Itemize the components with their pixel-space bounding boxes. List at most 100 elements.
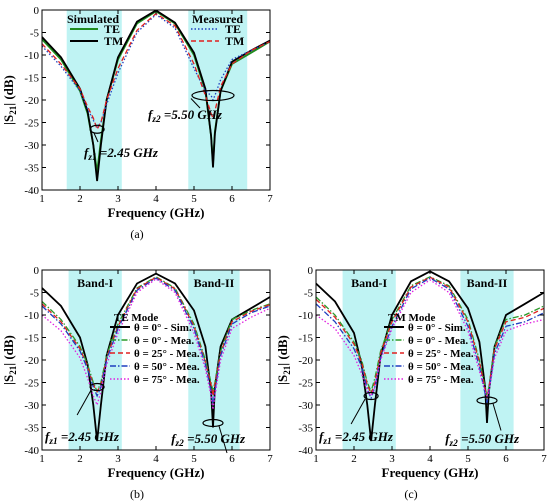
- y-tick-label: 0: [34, 265, 40, 277]
- notch-ellipse-2: [202, 418, 224, 428]
- legend-label-4: θ = 50° - Mea.: [134, 361, 200, 373]
- y-tick-label: -40: [24, 185, 39, 197]
- legend-label-1: θ = 0° - Sim.: [134, 322, 192, 334]
- notch-ellipse-1: [89, 124, 105, 134]
- x-tick-label: 7: [267, 453, 273, 465]
- y-tick-label: -30: [24, 400, 39, 412]
- y-tick-label: -40: [24, 445, 39, 457]
- notch-ellipse-1: [89, 382, 105, 392]
- annotation-fz2: fz2 =5.50 GHz: [148, 107, 223, 125]
- caption-b: (b): [130, 487, 144, 501]
- y-tick-label: -5: [304, 288, 314, 300]
- y-axis-label: |S21| (dB): [1, 75, 18, 125]
- y-tick-label: -10: [298, 310, 313, 322]
- leader-arrow-2: [218, 425, 228, 454]
- y-axis-label: |S21| (dB): [1, 335, 18, 385]
- x-tick-label: 4: [153, 193, 159, 205]
- y-tick-label: -35: [298, 423, 313, 435]
- x-tick-label: 6: [229, 193, 235, 205]
- x-tick-label: 5: [191, 193, 197, 205]
- x-tick-label: 2: [77, 453, 83, 465]
- x-tick-label: 1: [313, 453, 319, 465]
- legend-label-3: TE: [225, 22, 241, 36]
- y-tick-label: -5: [30, 28, 40, 40]
- y-tick-label: -40: [298, 445, 313, 457]
- leader-arrow-1: [350, 398, 366, 425]
- legend-label-5: θ = 75° - Mea.: [408, 374, 474, 386]
- y-tick-label: -20: [298, 355, 313, 367]
- x-tick-label: 4: [427, 453, 433, 465]
- y-tick-label: -30: [24, 140, 39, 152]
- x-tick-label: 5: [465, 453, 471, 465]
- x-axis-label: Frequency (GHz): [108, 205, 205, 220]
- band-label-2: Band-II: [467, 276, 508, 290]
- x-tick-label: 2: [77, 193, 83, 205]
- y-tick-label: -15: [298, 333, 313, 345]
- y-tick-label: -10: [24, 310, 39, 322]
- series-line-3: [316, 276, 544, 399]
- leader-arrow-1: [76, 389, 92, 416]
- legend-label-2: TM: [104, 34, 123, 48]
- y-tick-label: -15: [24, 73, 39, 85]
- y-tick-label: -20: [24, 95, 39, 107]
- y-tick-label: 0: [308, 265, 314, 277]
- y-tick-label: -15: [24, 333, 39, 345]
- annotation-fz1: fz1 =2.45 GHz: [319, 429, 394, 447]
- x-tick-label: 4: [153, 453, 159, 465]
- legend-title-measured: Measured: [192, 12, 243, 26]
- legend-label-5: θ = 75° - Mea.: [134, 374, 200, 386]
- y-tick-label: -10: [24, 50, 39, 62]
- x-tick-label: 6: [229, 453, 235, 465]
- band-label-1: Band-I: [351, 276, 387, 290]
- panel-b: 1 2 3 4 5 6 7 0 -5 -10 -15 -20 -25 -30 -35 -40 Frequency…: [1, 265, 273, 480]
- x-tick-label: 3: [389, 453, 395, 465]
- panel-c: 1 2 3 4 5 6 7 0 -5 -10 -15 -20 -25 -30 -35 -40 Frequency…: [275, 265, 547, 480]
- annotation-fz1: fz1 =2.45 GHz: [84, 145, 159, 163]
- leader-arrow-2: [492, 403, 502, 431]
- y-tick-label: -20: [24, 355, 39, 367]
- x-tick-label: 7: [541, 453, 547, 465]
- annotation-fz2: fz2 =5.50 GHz: [445, 431, 520, 449]
- panel-a: 1 2 3 4 5 6 7 0 -5 -10 -15 -20 -25 -30 -35 -40 Frequency…: [1, 5, 273, 220]
- notch-ellipse-2: [476, 396, 498, 405]
- caption-a: (a): [130, 227, 143, 241]
- x-tick-label: 3: [115, 193, 121, 205]
- notch-ellipse-1: [363, 391, 379, 401]
- annotation-fz2: fz2 =5.50 GHz: [171, 431, 246, 449]
- x-tick-label: 7: [267, 193, 273, 205]
- x-tick-label: 5: [191, 453, 197, 465]
- y-tick-label: -35: [24, 163, 39, 175]
- leader-line-1: [93, 133, 99, 143]
- caption-c: (c): [404, 487, 417, 501]
- legend-title-simulated: Simulated: [67, 12, 119, 26]
- x-tick-label: 2: [351, 453, 357, 465]
- legend-label-1: TE: [104, 22, 120, 36]
- x-tick-label: 1: [39, 453, 45, 465]
- annotation-fz1: fz1 =2.45 GHz: [45, 429, 120, 447]
- legend-label-2: θ = 0° - Mea.: [134, 335, 194, 347]
- x-axis-label: Frequency (GHz): [108, 465, 205, 480]
- y-tick-label: -25: [24, 378, 39, 390]
- leader-line-2: [190, 98, 201, 109]
- band-label-1: Band-I: [77, 276, 113, 290]
- legend-label-4: θ = 50° - Mea.: [408, 361, 474, 373]
- legend-title-mode: TE Mode: [114, 312, 158, 324]
- x-tick-label: 3: [115, 453, 121, 465]
- y-tick-label: -30: [298, 400, 313, 412]
- x-tick-label: 1: [39, 193, 45, 205]
- y-tick-label: -5: [30, 288, 40, 300]
- y-tick-label: -25: [24, 118, 39, 130]
- series-line-4: [42, 277, 270, 406]
- series-line-5: [316, 279, 544, 398]
- legend-label-2: θ = 0° - Mea.: [408, 335, 468, 347]
- notch-ellipse-2: [191, 89, 235, 102]
- legend-label-4: TM: [225, 34, 244, 48]
- series-line-3: [42, 13, 270, 129]
- legend-label-3: θ = 25° - Mea.: [134, 348, 200, 360]
- legend-label-3: θ = 25° - Mea.: [408, 348, 474, 360]
- y-tick-label: 0: [34, 5, 40, 17]
- y-tick-label: -25: [298, 378, 313, 390]
- y-axis-label: |S21| (dB): [275, 335, 292, 385]
- x-tick-label: 6: [503, 453, 509, 465]
